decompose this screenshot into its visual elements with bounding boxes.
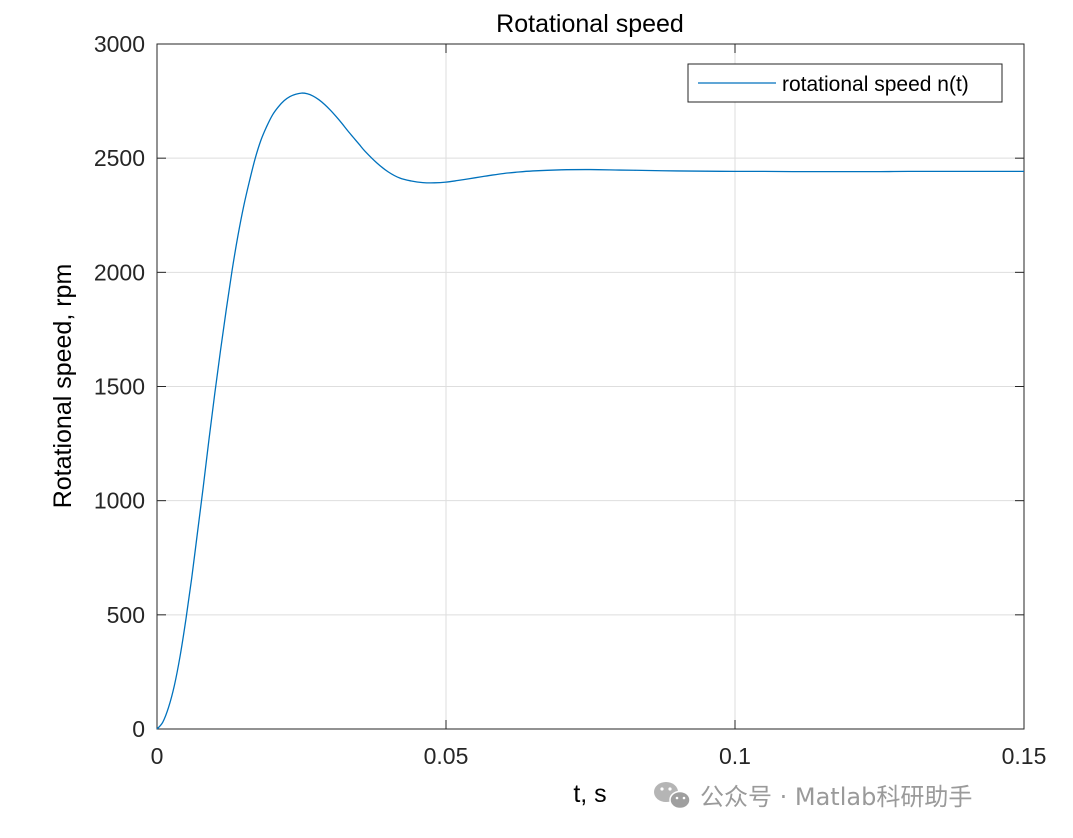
legend-box (687, 63, 1003, 103)
chart-title: Rotational speed (496, 10, 684, 38)
x-tick-labels: 0 0.05 0.1 0.15 (151, 743, 1047, 769)
y-tick-label: 0 (132, 716, 145, 742)
x-tick-label: 0.15 (1002, 743, 1047, 769)
y-axis-label: Rotational speed, rpm (49, 264, 77, 509)
x-tick-label: 0.05 (424, 743, 469, 769)
x-tick-label: 0 (151, 743, 164, 769)
legend-label: rotational speed n(t) (782, 73, 969, 96)
y-tick-label: 500 (107, 602, 145, 628)
y-tick-label: 2500 (94, 145, 145, 171)
y-tick-label: 3000 (94, 31, 145, 57)
watermark-text: 公众号 · Matlab科研助手 (700, 783, 972, 811)
y-tick-label: 1000 (94, 488, 145, 514)
y-tick-label: 1500 (94, 374, 145, 400)
y-tick-label: 2000 (94, 259, 145, 285)
y-tick-labels: 0 500 1000 1500 2000 2500 3000 (94, 31, 145, 742)
tick-marks (156, 43, 1025, 730)
x-tick-label: 0.1 (719, 743, 751, 769)
grid (157, 44, 1024, 729)
series-line-rotational-speed (156, 92, 1024, 730)
legend[interactable]: rotational speed n(t) (687, 63, 1003, 103)
x-axis-label: t, s (573, 780, 606, 808)
wechat-icon (654, 782, 691, 810)
watermark: 公众号 · Matlab科研助手 (654, 782, 972, 811)
